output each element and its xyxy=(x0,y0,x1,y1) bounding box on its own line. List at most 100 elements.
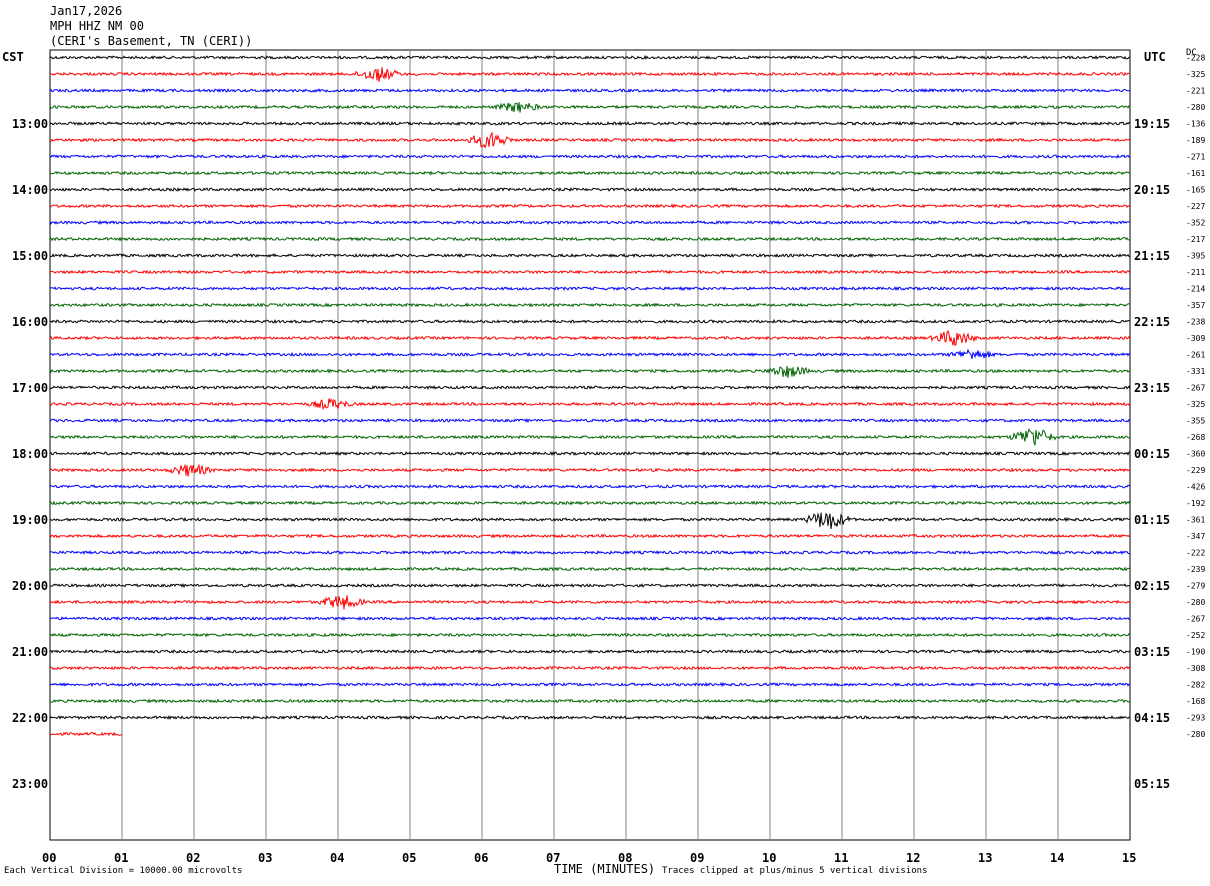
dc-offset-label: -293 xyxy=(1186,714,1205,723)
trace-line xyxy=(49,698,1131,704)
dc-offset-label: -229 xyxy=(1186,466,1205,475)
dc-offset-label: -282 xyxy=(1186,681,1205,690)
trace-line xyxy=(49,131,1131,149)
dc-offset-label: -279 xyxy=(1186,582,1205,591)
trace-line xyxy=(49,714,1131,721)
dc-offset-label: -136 xyxy=(1186,120,1205,129)
dc-offset-label: -325 xyxy=(1186,400,1205,409)
dc-offset-label: -309 xyxy=(1186,334,1205,343)
trace-line xyxy=(49,731,123,737)
x-tick-label: 03 xyxy=(258,851,273,865)
trace-line xyxy=(49,428,1131,446)
x-tick-label: 01 xyxy=(114,851,129,865)
trace-line xyxy=(49,417,1131,424)
trace-line xyxy=(49,170,1131,176)
trace-line xyxy=(49,236,1131,242)
x-tick-label: 00 xyxy=(42,851,57,865)
dc-offset-label: -268 xyxy=(1186,433,1205,442)
trace-line xyxy=(49,302,1131,308)
x-tick-label: 04 xyxy=(330,851,345,865)
right-hour-label: 20:15 xyxy=(1134,183,1171,197)
dc-offset-label: -214 xyxy=(1186,285,1205,294)
left-hour-label: 19:00 xyxy=(12,513,49,527)
dc-offset-label: -355 xyxy=(1186,417,1205,426)
trace-line xyxy=(49,533,1131,539)
header-location: (CERI's Basement, TN (CERI)) xyxy=(50,34,253,48)
right-timezone: UTC xyxy=(1144,50,1166,64)
x-tick-label: 14 xyxy=(1050,851,1065,865)
right-hour-label: 21:15 xyxy=(1134,249,1171,263)
dc-offset-label: -190 xyxy=(1186,648,1205,657)
trace-line xyxy=(49,500,1131,506)
dc-offset-labels: -228 -325 -221 -280 -136 -189 -271 -161 -165 -227… xyxy=(1186,54,1205,740)
dc-offset-label: -228 xyxy=(1186,54,1205,63)
dc-offset-label: -347 xyxy=(1186,532,1205,541)
trace-line xyxy=(49,153,1131,160)
x-tick-label: 15 xyxy=(1122,851,1137,865)
x-tick-label: 05 xyxy=(402,851,417,865)
trace-line xyxy=(49,463,1131,477)
trace-line xyxy=(49,186,1131,193)
dc-offset-label: -308 xyxy=(1186,664,1205,673)
trace-line xyxy=(49,286,1131,292)
trace-line xyxy=(50,512,1131,529)
trace-line xyxy=(49,269,1131,275)
trace-line xyxy=(49,616,1131,622)
left-hour-label: 17:00 xyxy=(12,381,49,395)
dc-offset-label: -161 xyxy=(1186,169,1205,178)
trace-line xyxy=(49,665,1131,671)
trace-line xyxy=(49,632,1131,638)
right-hour-label: 02:15 xyxy=(1134,579,1171,593)
header-date: Jan17,2026 xyxy=(50,4,123,18)
x-tick-label: 07 xyxy=(546,851,561,865)
footer-scale: Each Vertical Division = 10000.00 microv… xyxy=(4,866,243,876)
dc-offset-label: -211 xyxy=(1186,268,1205,277)
dc-offset-label: -331 xyxy=(1186,367,1205,376)
dc-offset-label: -271 xyxy=(1186,153,1205,162)
x-tick-label: 02 xyxy=(186,851,201,865)
x-tick-label: 06 xyxy=(474,851,489,865)
dc-offset-label: -357 xyxy=(1186,301,1205,310)
left-hour-label: 22:00 xyxy=(12,711,49,725)
dc-offset-label: -267 xyxy=(1186,384,1205,393)
trace-line xyxy=(50,252,1131,259)
trace-line xyxy=(49,67,1131,82)
trace-line xyxy=(49,101,1131,113)
trace-line xyxy=(49,595,1131,610)
dc-offset-label: -238 xyxy=(1186,318,1205,327)
trace-line xyxy=(49,318,1131,324)
footer-clip: Traces clipped at plus/minus 5 vertical … xyxy=(662,866,928,876)
trace-line xyxy=(49,451,1131,457)
left-timezone: CST xyxy=(2,50,24,64)
trace-line xyxy=(49,329,1131,347)
trace-line xyxy=(49,483,1131,490)
traces xyxy=(49,54,1131,737)
dc-offset-label: -426 xyxy=(1186,483,1205,492)
x-tick-label: 10 xyxy=(762,851,777,865)
right-hour-label: 19:15 xyxy=(1134,117,1171,131)
x-tick-label: 13 xyxy=(978,851,993,865)
trace-line xyxy=(49,681,1131,688)
trace-line xyxy=(49,54,1131,60)
dc-offset-label: -280 xyxy=(1186,730,1205,739)
right-hour-label: 04:15 xyxy=(1134,711,1171,725)
dc-offset-label: -352 xyxy=(1186,219,1205,228)
x-tick-label: 11 xyxy=(834,851,849,865)
dc-offset-label: -325 xyxy=(1186,70,1205,79)
left-hour-label: 14:00 xyxy=(12,183,49,197)
dc-offset-label: -280 xyxy=(1186,103,1205,112)
right-hour-label: 03:15 xyxy=(1134,645,1171,659)
dc-offset-label: -261 xyxy=(1186,351,1205,360)
dc-offset-label: -395 xyxy=(1186,252,1205,261)
trace-line xyxy=(49,348,1131,359)
left-hour-label: 23:00 xyxy=(12,777,49,791)
trace-line xyxy=(49,87,1131,94)
right-hour-label: 01:15 xyxy=(1134,513,1171,527)
x-tick-label: 09 xyxy=(690,851,705,865)
trace-line xyxy=(49,203,1131,209)
dc-offset-label: -192 xyxy=(1186,499,1205,508)
grid-lines xyxy=(121,50,1059,840)
right-hour-label: 23:15 xyxy=(1134,381,1171,395)
dc-offset-label: -239 xyxy=(1186,565,1205,574)
